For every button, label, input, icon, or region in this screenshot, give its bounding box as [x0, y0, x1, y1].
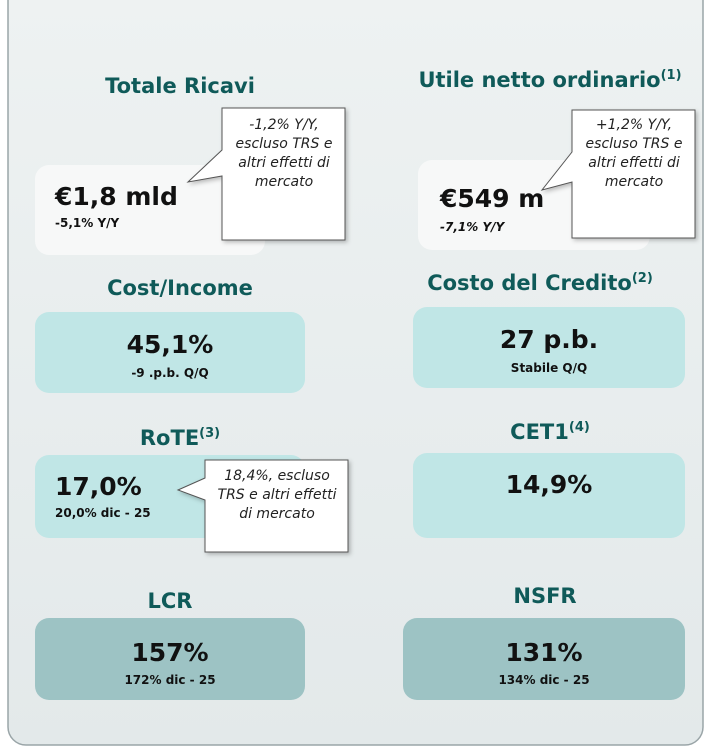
card	[403, 618, 685, 700]
value: 17,0%	[55, 472, 142, 501]
text: (2)	[631, 271, 653, 286]
value: 157%	[131, 638, 209, 667]
text: (3)	[199, 426, 221, 441]
detail: 20,0% dic - 25	[55, 506, 151, 520]
callout	[540, 109, 696, 239]
callout	[176, 459, 349, 553]
callout-text: -1,2% Y/Y, escluso TRS e altri effetti d…	[235, 117, 333, 190]
value: 14,9%	[505, 470, 593, 499]
card	[413, 307, 685, 388]
text: RoTE	[139, 426, 200, 450]
callout	[186, 107, 346, 241]
card	[35, 165, 265, 255]
value: €1,8 mld	[55, 182, 178, 211]
value: 45,1%	[126, 330, 214, 359]
heading: CET1(4)	[400, 420, 700, 444]
heading: Utile netto ordinario(1)	[400, 68, 700, 92]
detail: Stabile Q/Q	[510, 361, 588, 375]
value: €549 m	[440, 184, 545, 213]
heading: LCR	[25, 589, 315, 613]
text: Utile netto ordinario	[418, 68, 661, 92]
value: 131%	[505, 638, 583, 667]
detail: -7,1% Y/Y	[440, 220, 505, 234]
card	[35, 618, 305, 700]
detail: -9 .p.b. Q/Q	[131, 366, 209, 380]
text: (1)	[660, 68, 682, 83]
text: LCR	[147, 589, 193, 613]
detail: 134% dic - 25	[498, 673, 590, 687]
text: NSFR	[513, 584, 577, 608]
text: Totale Ricavi	[105, 74, 255, 98]
card	[413, 453, 685, 538]
text: Cost/Income	[107, 276, 253, 300]
value: 27 p.b.	[499, 325, 599, 354]
heading: NSFR	[395, 584, 695, 608]
heading: Cost/Income	[35, 276, 325, 300]
callout-text: 18,4%, escluso TRS e altri effetti di me…	[217, 468, 337, 522]
detail: -5,1% Y/Y	[55, 216, 120, 230]
callout-text: +1,2% Y/Y, escluso TRS e altri effetti d…	[585, 117, 683, 190]
detail: 172% dic - 25	[124, 673, 216, 687]
text: Costo del Credito	[427, 271, 632, 295]
heading: Totale Ricavi	[35, 74, 325, 98]
heading: Costo del Credito(2)	[390, 271, 690, 295]
card	[35, 312, 305, 393]
heading: RoTE(3)	[35, 426, 325, 450]
text: (4)	[568, 420, 590, 435]
text: CET1	[510, 420, 569, 444]
